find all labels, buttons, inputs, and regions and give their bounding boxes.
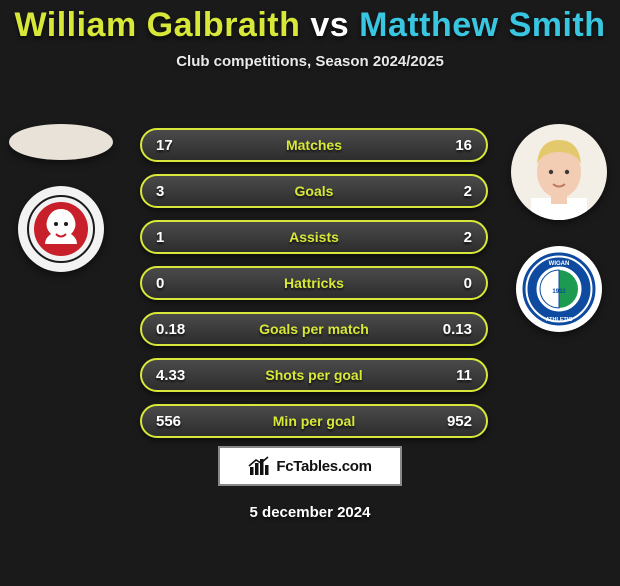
stat-row: 1Assists2 [140, 220, 488, 254]
stat-label: Goals [206, 183, 422, 199]
stat-row: 4.33Shots per goal11 [140, 358, 488, 392]
stat-value-left: 3 [156, 183, 206, 200]
stat-value-right: 0.13 [422, 321, 472, 338]
stat-value-left: 1 [156, 229, 206, 246]
stat-label: Hattricks [206, 275, 422, 291]
svg-text:WIGAN: WIGAN [549, 261, 570, 267]
stat-row: 0.18Goals per match0.13 [140, 312, 488, 346]
crest-svg [26, 194, 96, 264]
stat-row: 0Hattricks0 [140, 266, 488, 300]
svg-text:ATHLETIC: ATHLETIC [546, 317, 573, 323]
avatar-svg [511, 124, 607, 220]
player1-name: William Galbraith [14, 6, 300, 44]
footer-date: 5 december 2024 [0, 504, 620, 521]
stat-label: Matches [206, 137, 422, 153]
stat-label: Assists [206, 229, 422, 245]
stats-table: 17Matches163Goals21Assists20Hattricks00.… [140, 128, 488, 450]
brand-text: FcTables.com [276, 458, 371, 475]
stat-value-right: 952 [422, 413, 472, 430]
svg-text:1932: 1932 [552, 289, 566, 295]
player1-avatar [9, 124, 113, 160]
player2-name: Matthew Smith [359, 6, 605, 44]
stat-value-right: 0 [422, 275, 472, 292]
stat-value-left: 17 [156, 137, 206, 154]
player2-avatar [511, 124, 607, 220]
stat-value-right: 11 [422, 367, 472, 384]
brand-box: FcTables.com [218, 446, 402, 486]
comparison-title: William Galbraith vs Matthew Smith [0, 6, 620, 45]
stat-value-left: 0 [156, 275, 206, 292]
stat-row: 556Min per goal952 [140, 404, 488, 438]
stat-label: Min per goal [206, 413, 422, 429]
stat-value-left: 4.33 [156, 367, 206, 384]
stat-label: Goals per match [206, 321, 422, 337]
vs-separator: vs [310, 6, 349, 44]
stat-value-right: 2 [422, 183, 472, 200]
stat-label: Shots per goal [206, 367, 422, 383]
wigan-athletic-crest: WIGAN ATHLETIC 1932 [516, 246, 602, 332]
left-player-column [6, 124, 116, 272]
stat-row: 3Goals2 [140, 174, 488, 208]
subtitle: Club competitions, Season 2024/2025 [0, 53, 620, 70]
right-player-column: WIGAN ATHLETIC 1932 [504, 124, 614, 332]
stat-value-right: 2 [422, 229, 472, 246]
stat-value-right: 16 [422, 137, 472, 154]
crest-svg: WIGAN ATHLETIC 1932 [522, 252, 596, 326]
stat-value-left: 0.18 [156, 321, 206, 338]
stat-value-left: 556 [156, 413, 206, 430]
leyton-orient-crest [18, 186, 104, 272]
stat-row: 17Matches16 [140, 128, 488, 162]
bar-chart-icon [248, 455, 270, 477]
